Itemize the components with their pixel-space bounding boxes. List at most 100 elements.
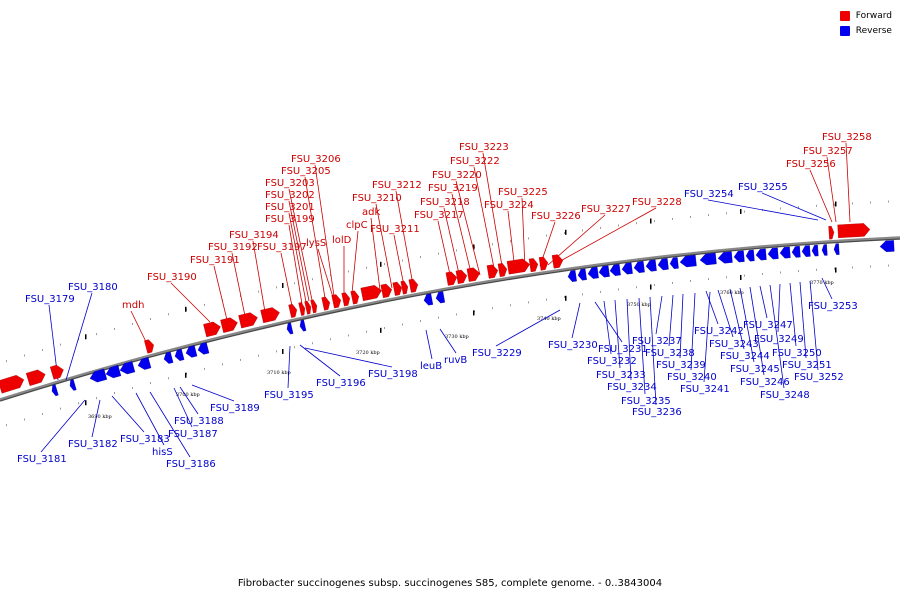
gene-label: FSU_3258	[822, 132, 872, 143]
tick-dot	[96, 333, 97, 335]
gene-label: FSU_3250	[772, 348, 822, 359]
tick-dot	[618, 289, 619, 291]
reverse-gene	[435, 291, 445, 303]
tick-dot	[690, 280, 691, 282]
leader-line	[800, 282, 806, 358]
gene-label: FSU_3201	[265, 202, 315, 213]
gene-label: FSU_3232	[587, 356, 637, 367]
major-tick	[835, 202, 837, 207]
forward-gene	[311, 299, 319, 313]
tick-dot	[816, 205, 817, 207]
forward-gene	[351, 290, 361, 304]
gene-label: ruvB	[444, 355, 467, 366]
gene-label: FSU_3222	[450, 156, 500, 167]
gene-label: FSU_3233	[596, 370, 646, 381]
tick-dot	[852, 266, 853, 268]
tick-dot	[42, 413, 43, 415]
gene-label: leuB	[420, 361, 442, 372]
leader-line	[760, 286, 767, 318]
tick-dot	[24, 419, 25, 421]
tick-dot	[510, 304, 511, 306]
tick-label: 3700 kbp	[176, 392, 200, 398]
reverse-swatch	[840, 26, 850, 36]
gene-label: FSU_3252	[794, 372, 844, 383]
forward-swatch	[840, 11, 850, 21]
forward-gene	[487, 264, 499, 278]
gene-label: FSU_3195	[264, 390, 314, 401]
tick-dot	[312, 342, 313, 344]
tick-dot	[60, 344, 61, 346]
tick-label: 3690 kbp	[88, 414, 112, 420]
tick-dot	[780, 208, 781, 210]
gene-label: FSU_3205	[281, 166, 331, 177]
gene-label: FSU_3189	[210, 403, 260, 414]
tick-dot	[654, 220, 655, 222]
tick-dot	[42, 349, 43, 351]
tick-dot	[582, 293, 583, 295]
reverse-gene	[598, 266, 609, 278]
gene-label: FSU_3225	[498, 187, 548, 198]
legend-forward-label: Forward	[856, 11, 892, 21]
tick-dot	[294, 346, 295, 348]
tick-dot	[888, 201, 889, 203]
tick-dot	[132, 387, 133, 389]
leader-line	[281, 253, 292, 306]
reverse-gene	[756, 249, 767, 261]
tick-dot	[798, 270, 799, 272]
gene-label: FSU_3235	[621, 396, 671, 407]
tick-dot	[60, 408, 61, 410]
tick-dot	[366, 267, 367, 269]
reverse-gene	[50, 385, 58, 397]
tick-dot	[204, 368, 205, 370]
gene-label: FSU_3240	[667, 372, 717, 383]
gene-label: FSU_3199	[265, 214, 315, 225]
major-tick	[650, 219, 652, 224]
leader-line	[352, 231, 358, 293]
tick-dot	[456, 313, 457, 315]
major-tick	[565, 230, 567, 235]
tick-dot	[114, 392, 115, 394]
gene-label: FSU_3249	[754, 334, 804, 345]
leader-line	[289, 225, 302, 304]
gene-label: FSU_3187	[168, 429, 218, 440]
gene-label: FSU_3197	[257, 242, 307, 253]
tick-dot	[312, 278, 313, 280]
forward-gene	[838, 223, 871, 238]
forward-gene	[456, 269, 468, 284]
gene-label: clpC	[346, 220, 368, 231]
major-tick	[282, 349, 284, 354]
tick-dot	[348, 270, 349, 272]
gene-label: FSU_3217	[414, 210, 464, 221]
major-tick	[650, 285, 652, 290]
gene-label: FSU_3236	[632, 407, 682, 418]
tick-dot	[546, 235, 547, 237]
forward-gene	[829, 226, 835, 239]
tick-dot	[636, 286, 637, 288]
major-tick	[380, 328, 382, 333]
tick-dot	[654, 284, 655, 286]
legend-reverse: Reverse	[840, 23, 892, 38]
gene-label: FSU_3257	[803, 146, 853, 157]
leader-line	[171, 283, 210, 322]
reverse-gene	[746, 250, 755, 262]
tick-dot	[204, 304, 205, 306]
reverse-gene	[880, 240, 895, 252]
gene-label: adk	[362, 207, 380, 218]
gene-label: FSU_3203	[265, 178, 315, 189]
reverse-gene	[587, 267, 598, 279]
gene-label: FSU_3223	[459, 142, 509, 153]
major-tick	[565, 296, 567, 301]
gene-label: FSU_3198	[368, 369, 418, 380]
tick-label: 3770 kbp	[810, 280, 834, 286]
reverse-gene	[679, 255, 696, 268]
tick-label: 3710 kbp	[267, 370, 291, 376]
reverse-gene	[609, 264, 620, 276]
gene-label: FSU_3211	[370, 224, 420, 235]
reverse-gene	[822, 244, 828, 255]
gene-label: FSU_3234	[607, 382, 657, 393]
reverse-gene	[567, 270, 576, 282]
gene-label: FSU_3180	[68, 282, 118, 293]
gene-label: FSU_3194	[229, 230, 279, 241]
gene-label: FSU_3186	[166, 459, 216, 470]
tick-dot	[150, 318, 151, 320]
